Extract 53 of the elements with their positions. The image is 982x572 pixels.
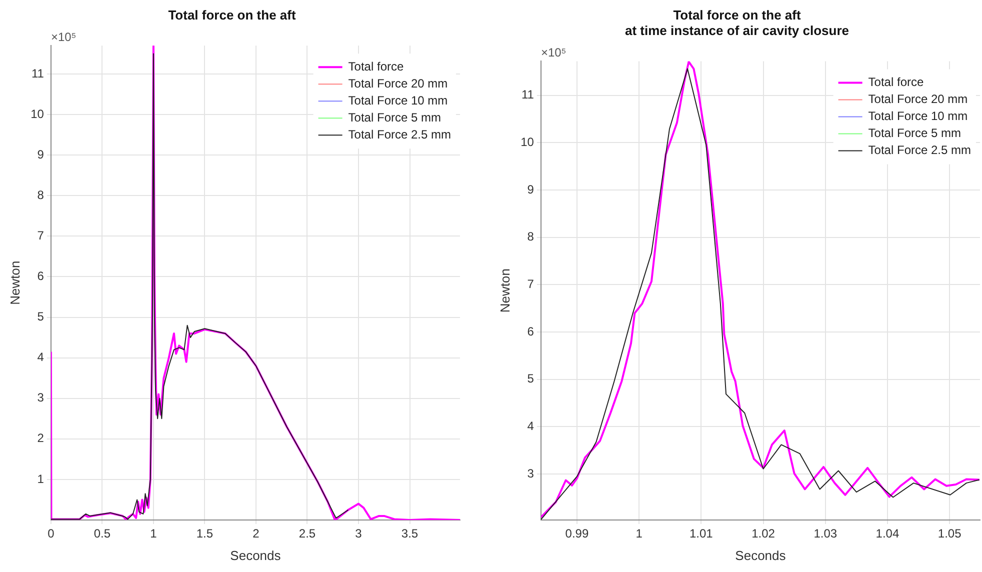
legend-label: Total Force 2.5 mm [868,143,972,158]
legend-label: Total Force 10 mm [348,93,448,108]
legend-label: Total Force 2.5 mm [348,127,452,142]
y-tick-label: 5 [37,310,44,324]
legend-label: Total force [868,75,924,90]
x-tick-label: 3.5 [401,526,418,541]
y-tick-label: 8 [527,230,534,244]
y-tick-label: 11 [521,88,534,102]
x-tick-label: 1.5 [196,526,214,541]
y-tick-label: 9 [37,147,44,162]
y-axis-title: Newton [497,268,512,313]
y-tick-label: 9 [527,182,534,196]
y-tick-label: 6 [527,324,534,338]
text: ×10⁵ [50,30,76,44]
y-tick-label: 10 [30,106,44,121]
legend-label: Total Force 20 mm [868,92,968,106]
y-axis-title: Newton [7,260,22,305]
text: ×10⁵ [540,46,566,60]
x-tick-label: 1 [150,526,158,541]
y-tick-label: 3 [37,390,44,405]
y-tick-label: 3 [527,466,534,480]
x-tick-label: 0.99 [565,526,589,541]
legend-label: Total force [348,59,404,74]
x-axis-title: Seconds [230,548,282,563]
x-tick-label: 3 [355,526,362,541]
y-tick-label: 7 [37,228,44,242]
x-axis-title: Seconds [735,548,786,563]
x-tick-label: 1.01 [689,526,714,541]
y-tick-label: 11 [31,66,44,80]
y-tick-label: 7 [527,276,534,291]
x-tick-label: 1.05 [938,526,962,541]
x-tick-label: 1.02 [752,526,776,541]
chart-title: Total force on the aft at time instance of air cavity closure [625,7,849,38]
x-tick-label: 1 [636,526,643,541]
y-tick-label: 2 [37,431,44,446]
y-tick-label: 1 [37,472,44,486]
y-tick-label: 5 [527,372,534,386]
x-tick-label: 1.04 [876,526,900,541]
y-tick-label: 6 [37,269,44,284]
x-tick-label: 2.5 [298,526,316,541]
chart-title: Total force on the aft [168,7,296,22]
x-tick-label: 0 [48,526,55,541]
legend-label: Total Force 5 mm [868,126,962,140]
y-tick-label: 4 [527,419,534,434]
legend-label: Total Force 20 mm [348,76,448,90]
y-tick-label: 8 [37,188,44,202]
legend-label: Total Force 5 mm [348,110,442,124]
x-tick-label: 0.5 [94,526,111,541]
legend-label: Total Force 10 mm [868,109,968,124]
y-tick-label: 4 [37,350,44,364]
x-tick-label: 1.03 [814,526,838,541]
y-tick-label: 10 [520,134,534,149]
x-tick-label: 2 [252,526,260,541]
